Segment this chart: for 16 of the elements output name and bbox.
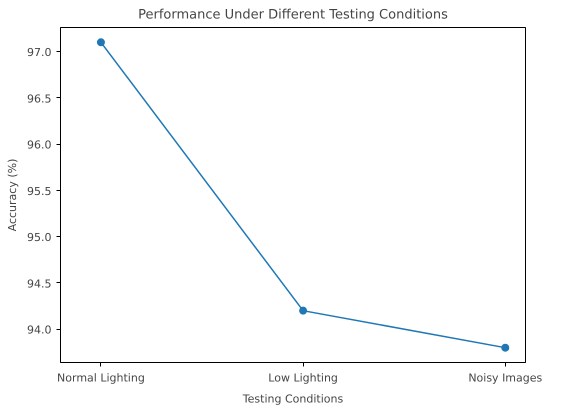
point [501,344,510,352]
x-tick-label: Noisy Images [468,372,543,384]
y-tick-label: 96.0 [27,138,52,152]
y-tick-label: 95.5 [27,184,52,198]
point [96,38,105,46]
x-tick-label: Normal Lighting [57,372,145,384]
point [299,306,308,315]
y-axis-title: Accuracy (%) [6,158,20,232]
y-tick-label: 97.0 [27,46,52,60]
chart-title: Performance Under Different Testing Conditions [138,8,448,22]
x-axis-title: Testing Conditions [242,392,344,406]
y-tick-label: 95.0 [27,231,52,244]
x-tick-label: Low Lighting [268,372,338,384]
y-tick-label: 94.5 [27,277,52,290]
y-tick-label: 94.0 [27,324,52,337]
y-tick-label: 96.5 [27,92,52,106]
